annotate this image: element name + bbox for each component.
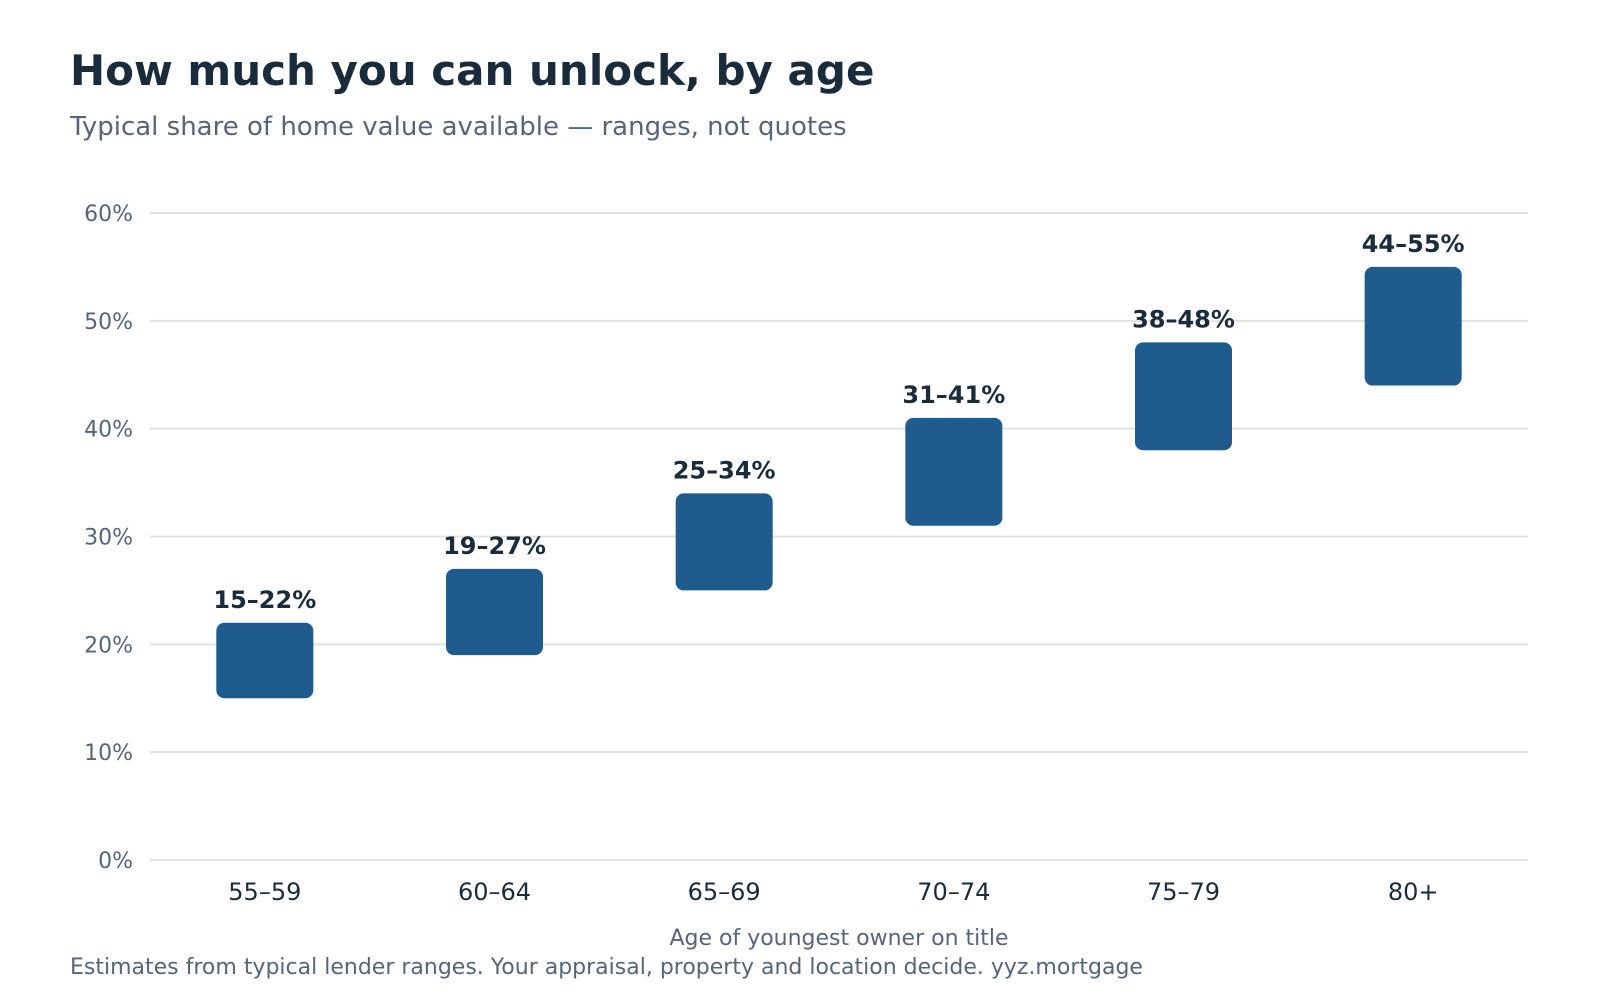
y-tick-label: 60% [84,202,133,227]
range-bars [216,266,1462,699]
y-tick-label: 0% [98,849,133,874]
chart-subtitle: Typical share of home value available — … [70,112,847,142]
y-tick-label: 30% [84,526,133,551]
x-tick-label: 60–64 [458,878,531,906]
y-tick-label: 40% [84,418,133,443]
chart-footnote: Estimates from typical lender ranges. Yo… [70,955,1143,980]
data-label: 38–48% [1132,305,1235,333]
y-axis-ticks: 0% 10% 20% 30% 40% 50% 60% [84,202,133,874]
data-label: 44–55% [1362,230,1465,258]
data-label: 15–22% [213,586,316,614]
x-axis-ticks: 55–59 60–64 65–69 70–74 75–79 80+ [228,878,1438,906]
x-tick-label: 70–74 [917,878,990,906]
x-tick-label: 80+ [1388,878,1439,906]
x-tick-label: 55–59 [228,878,301,906]
range-bar [1135,342,1232,451]
range-bar [1364,266,1462,386]
range-bar [446,568,543,656]
x-tick-label: 65–69 [688,878,761,906]
range-bar [675,493,773,591]
y-tick-label: 10% [84,741,133,766]
data-labels: 15–22% 19–27% 25–34% 31–41% 38–48% 44–55% [213,230,1464,614]
y-tick-label: 20% [84,633,133,658]
data-label: 31–41% [902,381,1005,409]
x-tick-label: 75–79 [1147,878,1220,906]
range-bar [216,622,314,699]
chart-title: How much you can unlock, by age [70,46,875,95]
gridlines [150,212,1528,861]
data-label: 19–27% [443,532,546,560]
x-axis-label: Age of youngest owner on title [669,926,1008,951]
y-tick-label: 50% [84,310,133,335]
data-label: 25–34% [673,456,776,484]
range-bar [905,417,1003,526]
